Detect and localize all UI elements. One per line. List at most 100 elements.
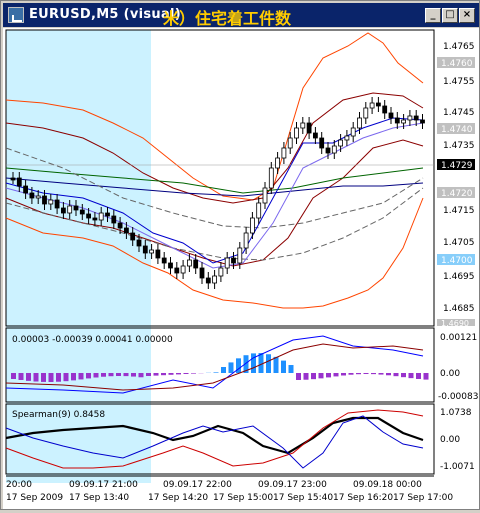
candle-body — [232, 258, 236, 263]
macd-histogram-bar — [401, 373, 406, 377]
candle-body — [250, 218, 254, 233]
candle-body — [131, 233, 135, 240]
price-label: 1.4745 — [443, 108, 475, 118]
level-marker-mid-label: 1.4740 — [441, 125, 473, 135]
candle-body — [68, 206, 72, 213]
candle-body — [295, 128, 299, 138]
macd-histogram-bar — [56, 373, 61, 382]
price-label: 1.4715 — [443, 206, 475, 216]
macd-histogram-bar — [101, 373, 106, 377]
macd-histogram-bar — [259, 353, 264, 373]
candle-body — [80, 210, 84, 214]
macd-histogram-bar — [169, 373, 174, 375]
macd-histogram-bar — [229, 362, 234, 373]
candle-body — [74, 206, 78, 210]
macd-histogram-bar — [304, 373, 309, 380]
candle-body — [238, 248, 242, 263]
spearman-label: 0.00 — [440, 435, 460, 445]
chart-window-icon — [8, 7, 24, 23]
candle-body — [225, 258, 229, 268]
macd-histogram-bar — [364, 373, 369, 374]
candle-body — [219, 268, 223, 276]
chart-client-area[interactable]: 1.4765 1.4755 1.4745 1.4735 1.4715 1.470… — [3, 28, 479, 509]
macd-header: 0.00003 -0.00039 0.00041 0.00000 — [12, 335, 173, 345]
candle-body — [402, 120, 406, 123]
candle-body — [194, 260, 198, 268]
macd-histogram-bar — [326, 373, 331, 377]
macd-histogram-bar — [191, 373, 196, 374]
macd-histogram-bar — [184, 373, 189, 374]
macd-histogram-bar — [26, 373, 31, 381]
candle-body — [156, 250, 160, 258]
close-button[interactable]: × — [459, 8, 475, 23]
level-marker-cut-label: 1.4690 — [441, 319, 469, 328]
candle-body — [17, 178, 21, 186]
price-label: 1.4705 — [443, 238, 475, 248]
time-label: 17 Sep 14:20 — [148, 493, 208, 503]
macd-histogram-bar — [124, 373, 129, 376]
candle-body — [24, 186, 28, 193]
candle-body — [288, 138, 292, 148]
time-label: 17 Sep 2009 — [6, 493, 63, 503]
candle-body — [118, 223, 122, 228]
macd-histogram-bar — [341, 373, 346, 375]
macd-histogram-bar — [334, 373, 339, 376]
candle-body — [11, 178, 15, 180]
time-label: 20:00 — [6, 480, 32, 490]
candle-body — [358, 118, 362, 128]
macd-histogram-bar — [409, 373, 414, 378]
spearman-label: 1.0738 — [440, 408, 472, 418]
candle-body — [213, 276, 217, 283]
candle-body — [351, 128, 355, 136]
chart-canvas[interactable]: 1.4765 1.4755 1.4745 1.4735 1.4715 1.470… — [3, 28, 479, 509]
macd-histogram-bar — [394, 373, 399, 376]
time-label: 17 Sep 13:40 — [69, 493, 129, 503]
macd-histogram-bar — [214, 372, 219, 373]
price-label: 1.4765 — [443, 42, 475, 52]
macd-histogram-bar — [386, 373, 391, 375]
candle-body — [30, 193, 34, 198]
candle-body — [320, 138, 324, 148]
candle-body — [55, 200, 59, 208]
macd-histogram-bar — [49, 373, 54, 382]
time-label: 09.09.17 23:00 — [258, 480, 327, 490]
macd-histogram-bar — [64, 373, 69, 381]
candle-body — [339, 140, 343, 146]
title-bar[interactable]: EURUSD,M5 (visual) 米）住宅着工件数 _ □ × — [3, 3, 479, 27]
macd-histogram-bar — [274, 357, 279, 373]
candle-body — [345, 136, 349, 140]
maximize-button[interactable]: □ — [442, 8, 458, 23]
level-marker-bottom-label: 1.4700 — [441, 256, 473, 266]
candle-body — [93, 218, 97, 220]
candle-body — [124, 228, 128, 233]
price-label: 1.4685 — [443, 304, 475, 314]
macd-histogram-bar — [281, 361, 286, 373]
candle-body — [383, 106, 387, 113]
time-label: 17 Sep 17:00 — [393, 493, 453, 503]
minimize-button[interactable]: _ — [425, 8, 441, 23]
macd-label: 0.00121 — [440, 333, 477, 343]
price-label: 1.4695 — [443, 272, 475, 282]
macd-histogram-bar — [94, 373, 99, 377]
current-price-label: 1.4729 — [441, 161, 473, 171]
level-marker-top-label: 1.4760 — [441, 59, 473, 69]
candle-body — [376, 103, 380, 106]
candle-body — [187, 260, 191, 266]
time-label: 09.09.17 22:00 — [163, 480, 232, 490]
macd-histogram-bar — [319, 373, 324, 378]
macd-histogram-bar — [146, 373, 151, 376]
macd-histogram-bar — [86, 373, 91, 378]
candle-body — [408, 116, 412, 120]
macd-histogram-bar — [161, 373, 166, 375]
candle-body — [87, 214, 91, 218]
candle-body — [106, 213, 110, 216]
candle-body — [301, 123, 305, 128]
macd-histogram-bar — [311, 373, 316, 379]
news-overlay-text: 米）住宅着工件数 — [163, 5, 291, 29]
price-label: 1.4755 — [443, 77, 475, 87]
level-marker-low-label: 1.4720 — [441, 189, 473, 199]
candle-body — [137, 240, 141, 246]
spearman-label: -1.0071 — [440, 462, 475, 472]
candle-body — [313, 133, 317, 138]
